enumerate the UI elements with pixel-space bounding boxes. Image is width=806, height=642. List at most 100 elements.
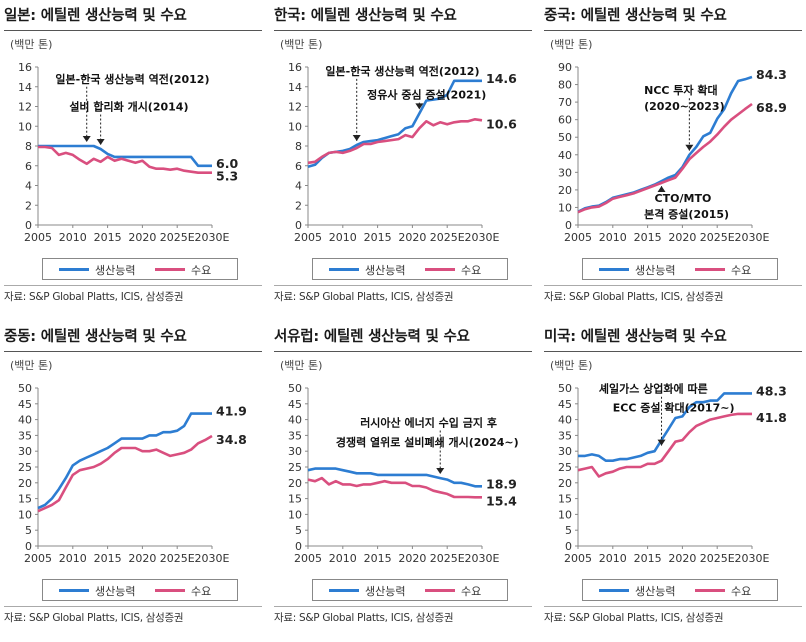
end-label-capacity: 14.6: [486, 71, 517, 86]
y-tick-label: 30: [18, 445, 32, 458]
annotation-text: (2020~2023): [644, 100, 725, 113]
title-divider: [274, 351, 532, 352]
annotation-arrowhead: [82, 136, 91, 142]
y-tick-label: 5: [565, 524, 572, 537]
legend-swatch-capacity: [599, 268, 629, 271]
unit-label: (백만 톤): [10, 38, 53, 51]
source-divider: [4, 606, 262, 607]
y-tick-label: 2: [295, 199, 302, 212]
x-tick-label: 2025E: [700, 552, 735, 565]
y-tick-label: 4: [295, 180, 302, 193]
y-tick-label: 0: [565, 540, 572, 553]
y-tick-label: 14: [18, 81, 32, 94]
panel-title: 한국: 에틸렌 생산능력 및 수요: [274, 8, 457, 24]
x-tick-label: 2010: [59, 552, 87, 565]
y-tick-label: 45: [288, 398, 302, 411]
x-tick-label: 2015: [364, 552, 392, 565]
y-tick-label: 35: [18, 429, 32, 442]
panel-title: 중국: 에틸렌 생산능력 및 수요: [544, 8, 727, 24]
y-tick-label: 5: [25, 524, 32, 537]
x-tick-label: 2005: [294, 231, 322, 244]
legend-swatch-capacity: [329, 589, 359, 592]
end-label-capacity: 18.9: [486, 476, 517, 491]
end-label-demand: 10.6: [486, 116, 517, 131]
annotation-text: CTO/MTO: [655, 192, 712, 205]
annotation-text: 설비 합리화 개시(2014): [69, 99, 188, 113]
unit-label: (백만 톤): [550, 359, 593, 372]
chart-panel-japan: 일본: 에틸렌 생산능력 및 수요 (백만 톤) 0 2 4 6 8 10 12 14 16 20…: [0, 0, 262, 312]
end-label-demand: 68.9: [756, 100, 787, 115]
x-tick-label: 2020: [128, 552, 156, 565]
legend-swatch-capacity: [59, 589, 89, 592]
x-tick-label: 2010: [59, 231, 87, 244]
chart-panel-usa: 미국: 에틸렌 생산능력 및 수요 (백만 톤) 0 5 10 15 20 25 30 35 4…: [540, 321, 802, 633]
series-line-demand: [307, 118, 483, 165]
y-tick-label: 14: [288, 81, 302, 94]
x-tick-label: 2025E: [700, 231, 735, 244]
title-divider: [274, 30, 532, 31]
x-tick-label: 2030E: [465, 231, 500, 244]
y-tick-label: 15: [18, 493, 32, 506]
y-tick-label: 12: [18, 101, 32, 114]
source-note: 자료: S&P Global Platts, ICIS, 삼성증권: [274, 612, 454, 624]
x-tick-label: 2020: [398, 231, 426, 244]
chart-panel-western-europe: 서유럽: 에틸렌 생산능력 및 수요 (백만 톤) 0 5 10 15 20 25 30 35…: [270, 321, 532, 633]
legend: 생산능력 수요: [42, 579, 238, 601]
x-tick-label: 2010: [599, 231, 627, 244]
y-tick-label: 10: [18, 120, 32, 133]
legend-label-demand: 수요: [191, 585, 212, 598]
y-tick-label: 5: [295, 524, 302, 537]
x-tick-label: 2020: [398, 552, 426, 565]
annotation-text: 정유사 중심 증설(2021): [367, 88, 486, 102]
source-divider: [4, 285, 262, 286]
source-note: 자료: S&P Global Platts, ICIS, 삼성증권: [544, 291, 724, 303]
y-tick-label: 25: [288, 461, 302, 474]
annotation-text: NCC 투자 확대: [644, 83, 718, 97]
legend-label-capacity: 생산능력: [95, 585, 136, 598]
x-tick-label: 2025E: [430, 552, 465, 565]
end-label-demand: 5.3: [216, 169, 238, 184]
y-tick-label: 6: [25, 160, 32, 173]
series-line-capacity: [37, 412, 212, 510]
annotation-text: 일본-한국 생산능력 역전(2012): [325, 64, 479, 78]
line-chart: 0 10 20 30 40 50 60 70 80 90 2005 2010 2015 2020 2025E…: [558, 61, 787, 244]
chart-panel-korea: 한국: 에틸렌 생산능력 및 수요 (백만 톤) 0 2 4 6 8 10 12 14 16 20…: [270, 0, 532, 312]
y-tick-label: 16: [288, 61, 302, 74]
legend: 생산능력 수요: [42, 258, 238, 280]
x-tick-label: 2010: [329, 552, 357, 565]
line-chart: 0 2 4 6 8 10 12 14 16 2005 2010 2015 2020 2025E 2030E 6…: [18, 61, 238, 244]
annotation-arrowhead: [436, 468, 445, 475]
y-tick-label: 50: [18, 382, 32, 395]
legend-swatch-demand: [155, 268, 185, 271]
y-tick-label: 10: [558, 201, 572, 214]
x-tick-label: 2020: [668, 552, 696, 565]
legend-swatch-capacity: [329, 268, 359, 271]
legend-swatch-demand: [695, 268, 725, 271]
y-tick-label: 0: [295, 219, 302, 232]
annotation-text: ECC 증설 확대(2017~): [613, 401, 735, 415]
unit-label: (백만 톤): [280, 359, 323, 372]
x-tick-label: 2015: [94, 552, 122, 565]
legend-label-capacity: 생산능력: [95, 264, 136, 277]
y-tick-label: 70: [558, 96, 572, 109]
x-tick-label: 2005: [294, 552, 322, 565]
source-note: 자료: S&P Global Platts, ICIS, 삼성증권: [4, 612, 184, 624]
legend: 생산능력 수요: [582, 579, 778, 601]
y-tick-label: 10: [558, 508, 572, 521]
y-tick-label: 50: [558, 382, 572, 395]
end-label-demand: 15.4: [486, 493, 517, 508]
legend-label-demand: 수요: [461, 264, 482, 277]
x-tick-label: 2030E: [735, 231, 770, 244]
legend-label-demand: 수요: [191, 264, 212, 277]
series-line-capacity: [578, 392, 752, 462]
legend: 생산능력 수요: [312, 579, 508, 601]
source-note: 자료: S&P Global Platts, ICIS, 삼성증권: [544, 612, 724, 624]
series-line-capacity: [38, 144, 212, 168]
legend-label-capacity: 생산능력: [365, 585, 406, 598]
end-label-demand: 41.8: [756, 410, 787, 425]
legend-label-capacity: 생산능력: [635, 264, 676, 277]
y-tick-label: 4: [25, 180, 32, 193]
y-tick-label: 20: [558, 477, 572, 490]
line-chart: 0 5 10 15 20 25 30 35 40 45 50 2005 2010 2015 2020 2025…: [288, 382, 519, 565]
x-tick-label: 2030E: [735, 552, 770, 565]
